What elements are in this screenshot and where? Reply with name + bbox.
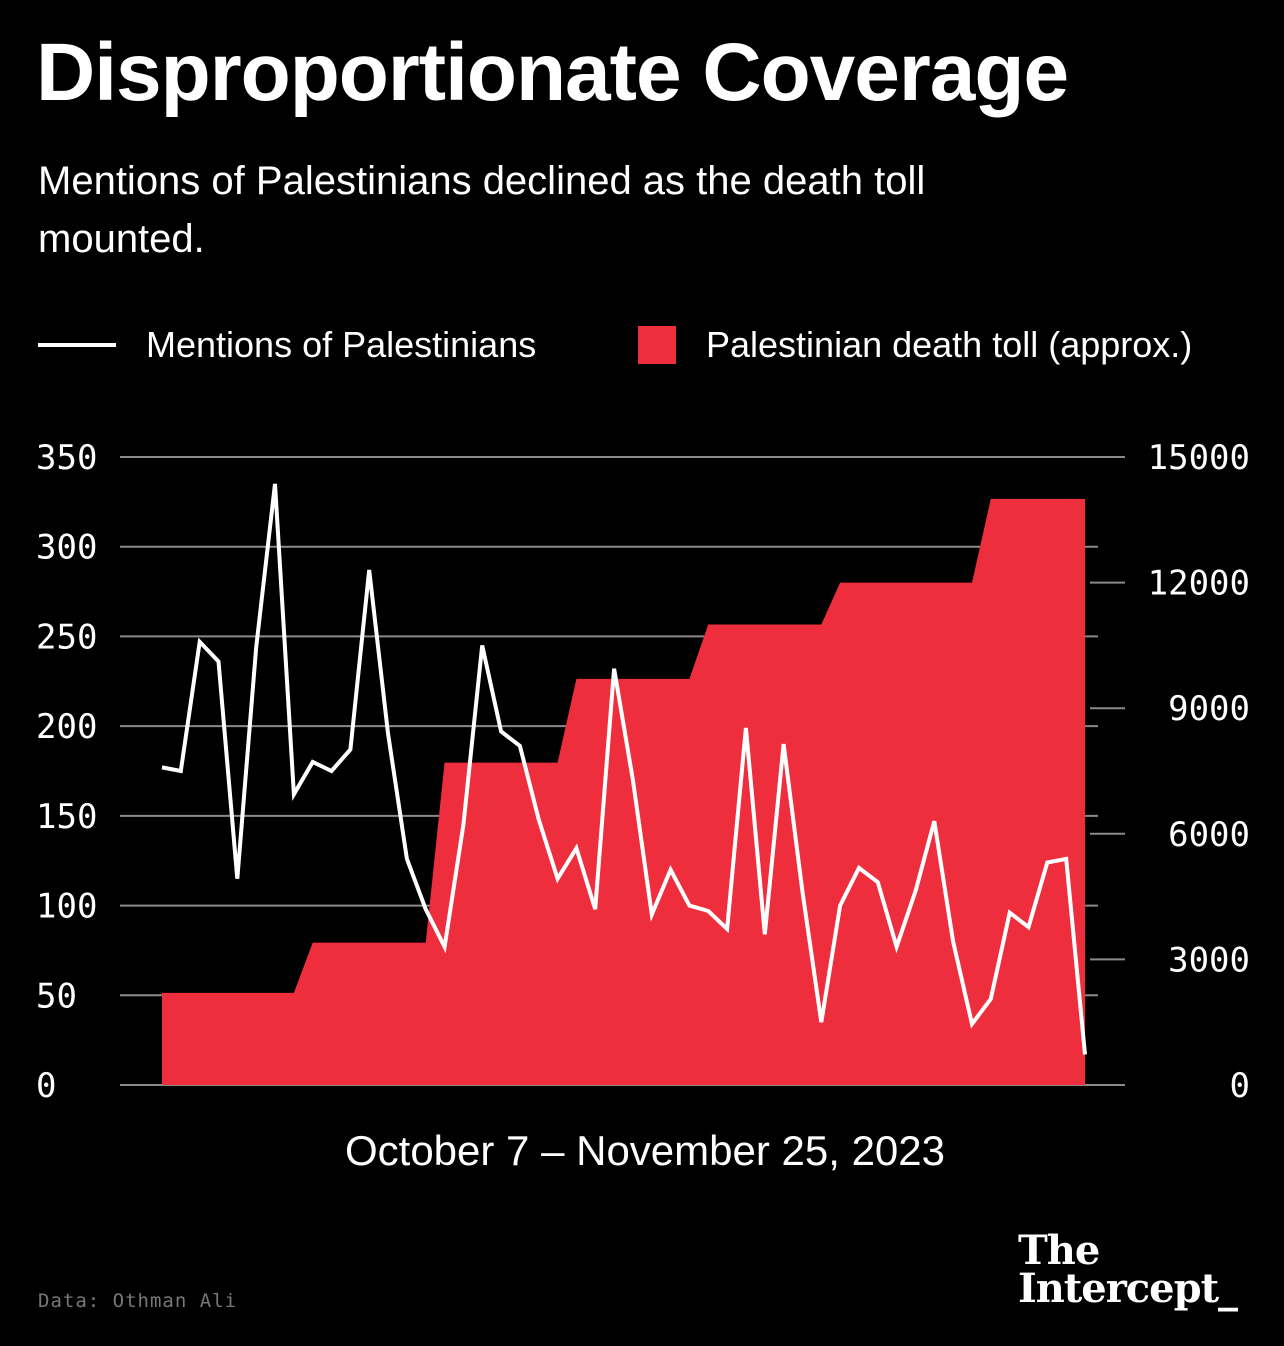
y-tick-right-3000: 3000: [1168, 940, 1250, 980]
y-tick-left-250: 250: [36, 617, 97, 657]
data-source: Data: Othman Ali: [38, 1290, 238, 1312]
x-axis-label: October 7 – November 25, 2023: [345, 1127, 945, 1174]
y-tick-left-350: 350: [36, 438, 97, 478]
chart-subtitle: Mentions of Palestinians declined as the…: [38, 159, 926, 261]
mentions-line: [161, 483, 1087, 1055]
y-tick-left-100: 100: [36, 887, 97, 927]
death-toll-area: [162, 498, 1085, 1085]
chart-plot: 0 50 100 150 200 250 300 350 0 3000 6000 9000 12000 1…: [36, 438, 1250, 1174]
y-tick-right-0: 0: [1230, 1066, 1250, 1106]
legend-area-swatch: [638, 326, 676, 364]
legend-label-mentions: Mentions of Palestinians: [146, 324, 537, 365]
legend-label-death-toll: Palestinian death toll (approx.): [706, 324, 1193, 365]
y-tick-right-12000: 12000: [1148, 564, 1250, 604]
y-tick-left-50: 50: [36, 976, 77, 1016]
legend: Mentions of Palestinians Palestinian dea…: [38, 320, 1268, 370]
y-tick-left-0: 0: [36, 1066, 56, 1106]
chart-title: Disproportionate Coverage: [36, 27, 1069, 118]
y-tick-right-9000: 9000: [1168, 689, 1250, 729]
legend-item-mentions: Mentions of Palestinians: [38, 320, 536, 370]
y-tick-left-150: 150: [36, 797, 97, 837]
y-tick-right-15000: 15000: [1148, 438, 1250, 478]
the-intercept-logo: The Intercept_: [1018, 1227, 1238, 1312]
legend-line-swatch: [38, 343, 116, 347]
legend-item-death-toll: Palestinian death toll (approx.): [638, 320, 1192, 370]
y-tick-left-300: 300: [36, 528, 97, 568]
y-tick-left-200: 200: [36, 707, 97, 747]
y-tick-right-6000: 6000: [1168, 815, 1250, 855]
